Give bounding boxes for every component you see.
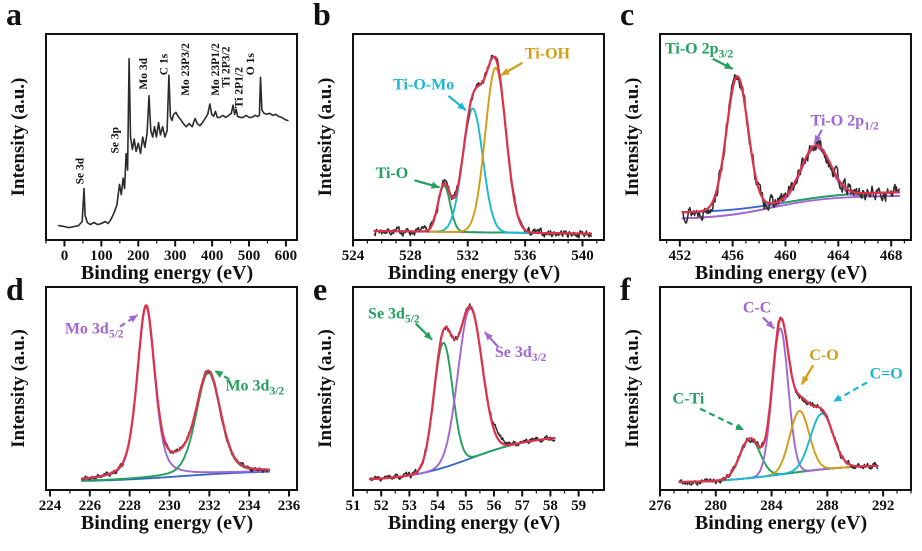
svg-text:Se 3d: Se 3d [75,157,87,184]
svg-text:200: 200 [127,248,150,264]
svg-text:Mo 23P1/2: Mo 23P1/2 [210,43,222,96]
svg-text:53: 53 [402,498,417,514]
svg-text:58: 58 [543,498,558,514]
svg-text:300: 300 [164,248,187,264]
svg-text:Ti-O 2p3/2: Ti-O 2p3/2 [665,41,733,61]
svg-text:456: 456 [721,248,744,264]
svg-text:Mo 3d3/2: Mo 3d3/2 [225,378,284,398]
panel-f-y-axis-label: Intensity (a.u.) [622,329,643,448]
svg-text:Ti-O-Mo: Ti-O-Mo [393,77,454,94]
svg-text:Se 3p: Se 3p [110,127,122,154]
panel-f-letter: f [620,271,631,307]
svg-text:288: 288 [816,498,839,514]
panel-f: 276 280 284 288 292 C-Ti C-C C-O C=O f Intensity… [614,271,922,551]
svg-text:468: 468 [880,248,903,264]
svg-text:464: 464 [827,248,850,264]
svg-text:500: 500 [238,248,261,264]
svg-text:532: 532 [456,248,479,264]
svg-text:0: 0 [61,248,69,264]
svg-text:55: 55 [458,498,473,514]
panel-a-x-axis-label: Binding energy (eV) [80,262,254,284]
svg-text:52: 52 [374,498,389,514]
panel-b: 524 528 532 536 540 Ti-O Ti-O-Mo Ti-OH b Intens… [307,0,615,284]
svg-text:284: 284 [760,498,783,514]
svg-text:452: 452 [669,248,692,264]
panel-c: 452 456 460 464 468 Ti-O 2p3/2 Ti-O 2p1/2 c In… [614,0,922,284]
panel-b-chart: 524 528 532 536 540 Ti-O Ti-O-Mo Ti-OH [342,33,605,264]
panel-e-y-axis-label: Intensity (a.u.) [315,329,336,448]
panel-e: 51 52 53 54 55 56 57 58 59 Se 3d5/2 Se 3d3/2 e Int… [307,271,615,551]
svg-text:C 1s: C 1s [158,53,170,75]
svg-text:230: 230 [158,498,181,514]
svg-text:100: 100 [90,248,113,264]
svg-text:600: 600 [275,248,298,264]
svg-text:Se 3d5/2: Se 3d5/2 [368,305,420,325]
svg-text:Mo 3d: Mo 3d [138,57,150,89]
panel-f-chart: 276 280 284 288 292 C-Ti C-C C-O C=O [649,286,912,514]
panel-c-chart: 452 456 460 464 468 Ti-O 2p3/2 Ti-O 2p1/2 [659,33,912,264]
panel-d: 224 226 228 230 232 234 236 Mo 3d5/2 Mo 3d3/2 d … [0,271,308,551]
panel-a-chart: 0 100 200 300 400 500 600 Se 3d Se 3p Mo 3d C 1s Mo… [45,33,298,264]
svg-text:C=O: C=O [870,365,903,382]
svg-text:Ti-O: Ti-O [376,165,409,182]
svg-text:224: 224 [39,498,62,514]
panel-a-letter: a [6,0,22,32]
panel-d-chart: 224 226 228 230 232 234 236 Mo 3d5/2 Mo 3d3/2 [39,286,301,514]
panel-e-letter: e [313,271,328,307]
svg-text:524: 524 [342,248,365,264]
svg-text:Mo 3d5/2: Mo 3d5/2 [65,321,124,341]
svg-text:C-C: C-C [743,299,771,316]
svg-text:C-Ti: C-Ti [673,391,705,408]
svg-text:54: 54 [430,498,446,514]
svg-text:Mo 23P3/2: Mo 23P3/2 [180,43,192,96]
svg-text:236: 236 [278,498,301,514]
panel-a-y-axis-label: Intensity (a.u.) [8,77,29,197]
svg-text:56: 56 [487,498,503,514]
svg-text:540: 540 [571,248,594,264]
panel-b-letter: b [313,0,331,32]
svg-text:Se 3d3/2: Se 3d3/2 [495,344,547,364]
svg-text:51: 51 [346,498,361,514]
svg-text:Ti-OH: Ti-OH [525,46,571,63]
svg-text:234: 234 [238,498,261,514]
panel-c-y-axis-label: Intensity (a.u.) [622,77,643,197]
panel-b-x-axis-label: Binding energy (eV) [387,262,561,284]
svg-text:Ti-O 2p1/2: Ti-O 2p1/2 [811,113,879,133]
svg-text:276: 276 [649,498,672,514]
svg-text:57: 57 [515,498,531,514]
panel-f-x-axis-label: Binding energy (eV) [694,512,868,534]
svg-text:226: 226 [79,498,102,514]
panel-e-chart: 51 52 53 54 55 56 57 58 59 Se 3d5/2 Se 3d3/2 [346,286,605,514]
svg-text:400: 400 [201,248,224,264]
panel-c-letter: c [620,0,635,32]
svg-text:C-O: C-O [809,347,838,364]
svg-text:280: 280 [705,498,728,514]
panel-d-letter: d [6,271,24,307]
svg-text:228: 228 [118,498,141,514]
svg-text:460: 460 [774,248,797,264]
svg-text:Ti 2P3/2: Ti 2P3/2 [220,46,232,87]
svg-text:232: 232 [198,498,221,514]
svg-text:536: 536 [514,248,537,264]
panel-c-x-axis-label: Binding energy (eV) [694,262,868,284]
svg-text:O 1s: O 1s [245,53,257,76]
panel-d-x-axis-label: Binding energy (eV) [80,512,254,534]
svg-text:59: 59 [571,498,586,514]
svg-text:Ti 2P1/2: Ti 2P1/2 [233,67,245,108]
panel-e-x-axis-label: Binding energy (eV) [387,512,561,534]
panel-b-y-axis-label: Intensity (a.u.) [315,77,336,197]
svg-text:528: 528 [399,248,422,264]
panel-d-y-axis-label: Intensity (a.u.) [8,329,29,448]
svg-text:292: 292 [872,498,895,514]
panel-a: 0 100 200 300 400 500 600 Se 3d Se 3p Mo 3d C 1s Mo… [0,0,308,284]
